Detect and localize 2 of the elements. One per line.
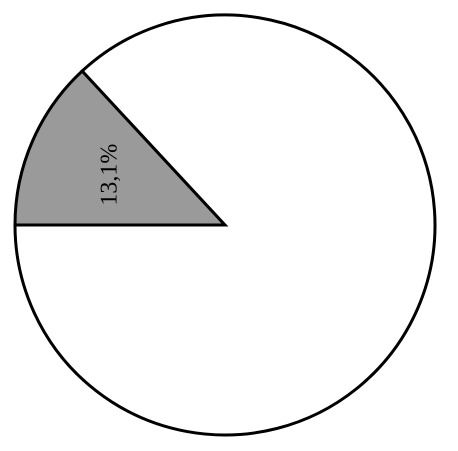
data-label: 13,1% [96,144,123,206]
pie-slice [14,14,436,436]
